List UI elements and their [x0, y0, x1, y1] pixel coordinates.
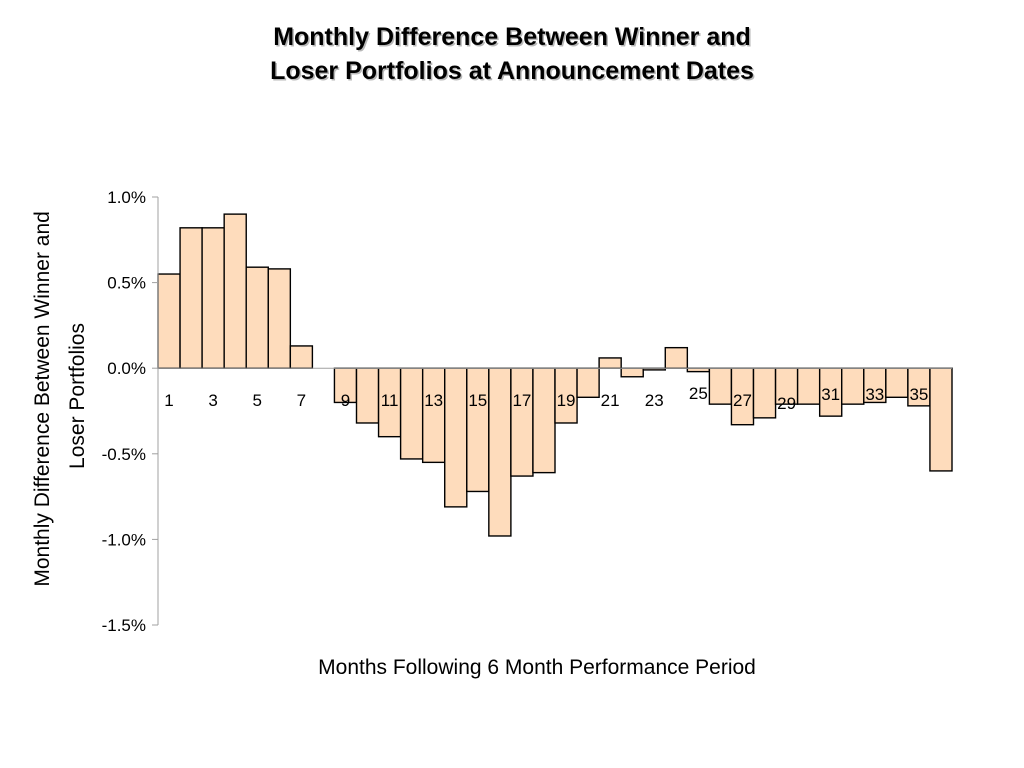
bar-month-2	[179, 227, 203, 369]
x-tick-label: 3	[208, 391, 217, 410]
bar-month-10	[355, 367, 380, 424]
x-tick-label: 35	[909, 385, 928, 404]
x-tick-label: 5	[253, 391, 262, 410]
bar-month-34	[885, 367, 909, 399]
bar-month-36	[929, 367, 953, 472]
bars-group	[157, 213, 953, 537]
x-axis-title: Months Following 6 Month Performance Per…	[318, 656, 756, 679]
bar-month-12	[399, 367, 424, 460]
bar-month-1	[157, 273, 181, 369]
y-axis-title-line-2: Loser Portfolios	[66, 323, 89, 469]
y-axis-title-line-1: Monthly Difference Between Winner and	[31, 211, 54, 586]
y-tick-labels: 1.0% 0.5% 0.0% -0.5% -1.0% -1.5%	[102, 188, 146, 635]
x-tick-label: 9	[341, 391, 350, 410]
x-tick-label: 15	[468, 391, 487, 410]
y-tick-label: -0.5%	[102, 445, 146, 464]
chart-title: Monthly Difference Between Winner and Lo…	[0, 20, 1024, 88]
y-tick-label: -1.0%	[102, 530, 146, 549]
x-tick-label: 17	[512, 391, 531, 410]
bar-month-20	[576, 367, 600, 399]
bar-month-28	[752, 367, 777, 419]
bar-month-5	[245, 266, 269, 369]
axes-group	[152, 196, 952, 626]
bar-month-7	[289, 345, 314, 369]
bar-month-30	[796, 367, 821, 405]
chart-title-line-2: Loser Portfolios at Announcement Dates	[270, 57, 754, 85]
x-tick-label: 31	[821, 385, 840, 404]
bar-month-32	[841, 367, 865, 405]
x-tick-label: 21	[601, 391, 620, 410]
bar-month-13	[421, 367, 446, 464]
bar-month-18	[532, 367, 556, 474]
bar-month-24	[664, 346, 689, 369]
bar-month-21	[598, 357, 622, 369]
x-tick-label: 29	[777, 394, 796, 413]
x-tick-label: 13	[424, 391, 443, 410]
y-tick-label: 0.5%	[107, 274, 146, 293]
bar-month-4	[223, 213, 247, 369]
y-tick-label: 1.0%	[107, 188, 146, 207]
bar-month-14	[444, 367, 468, 508]
x-tick-label: 7	[297, 391, 306, 410]
bar-month-3	[201, 227, 225, 369]
x-tick-label: 11	[381, 391, 399, 410]
bar-month-6	[267, 268, 292, 369]
bar-month-15	[466, 367, 490, 493]
bar-month-17	[510, 367, 534, 477]
y-axis-title: Monthly Difference Between Winner and Lo…	[31, 205, 89, 586]
x-tick-label: 33	[865, 385, 884, 404]
x-tick-label: 19	[557, 391, 576, 410]
x-tick-labels: 1 3 5 7 9 11 13 15 17 19 21 23 25 27 29 31 33 35	[164, 384, 928, 413]
y-tick-label: 0.0%	[107, 359, 146, 378]
x-tick-label: 25	[689, 384, 708, 403]
x-tick-label: 27	[733, 391, 752, 410]
bar-month-25	[686, 367, 711, 373]
chart-title-line-1: Monthly Difference Between Winner and	[273, 23, 751, 51]
bar-month-16	[488, 367, 512, 537]
bar-month-22	[620, 367, 644, 378]
bar-month-26	[708, 367, 733, 405]
x-tick-label: 1	[164, 391, 173, 410]
y-tick-label: -1.5%	[102, 616, 146, 635]
x-tick-label: 23	[645, 391, 664, 410]
